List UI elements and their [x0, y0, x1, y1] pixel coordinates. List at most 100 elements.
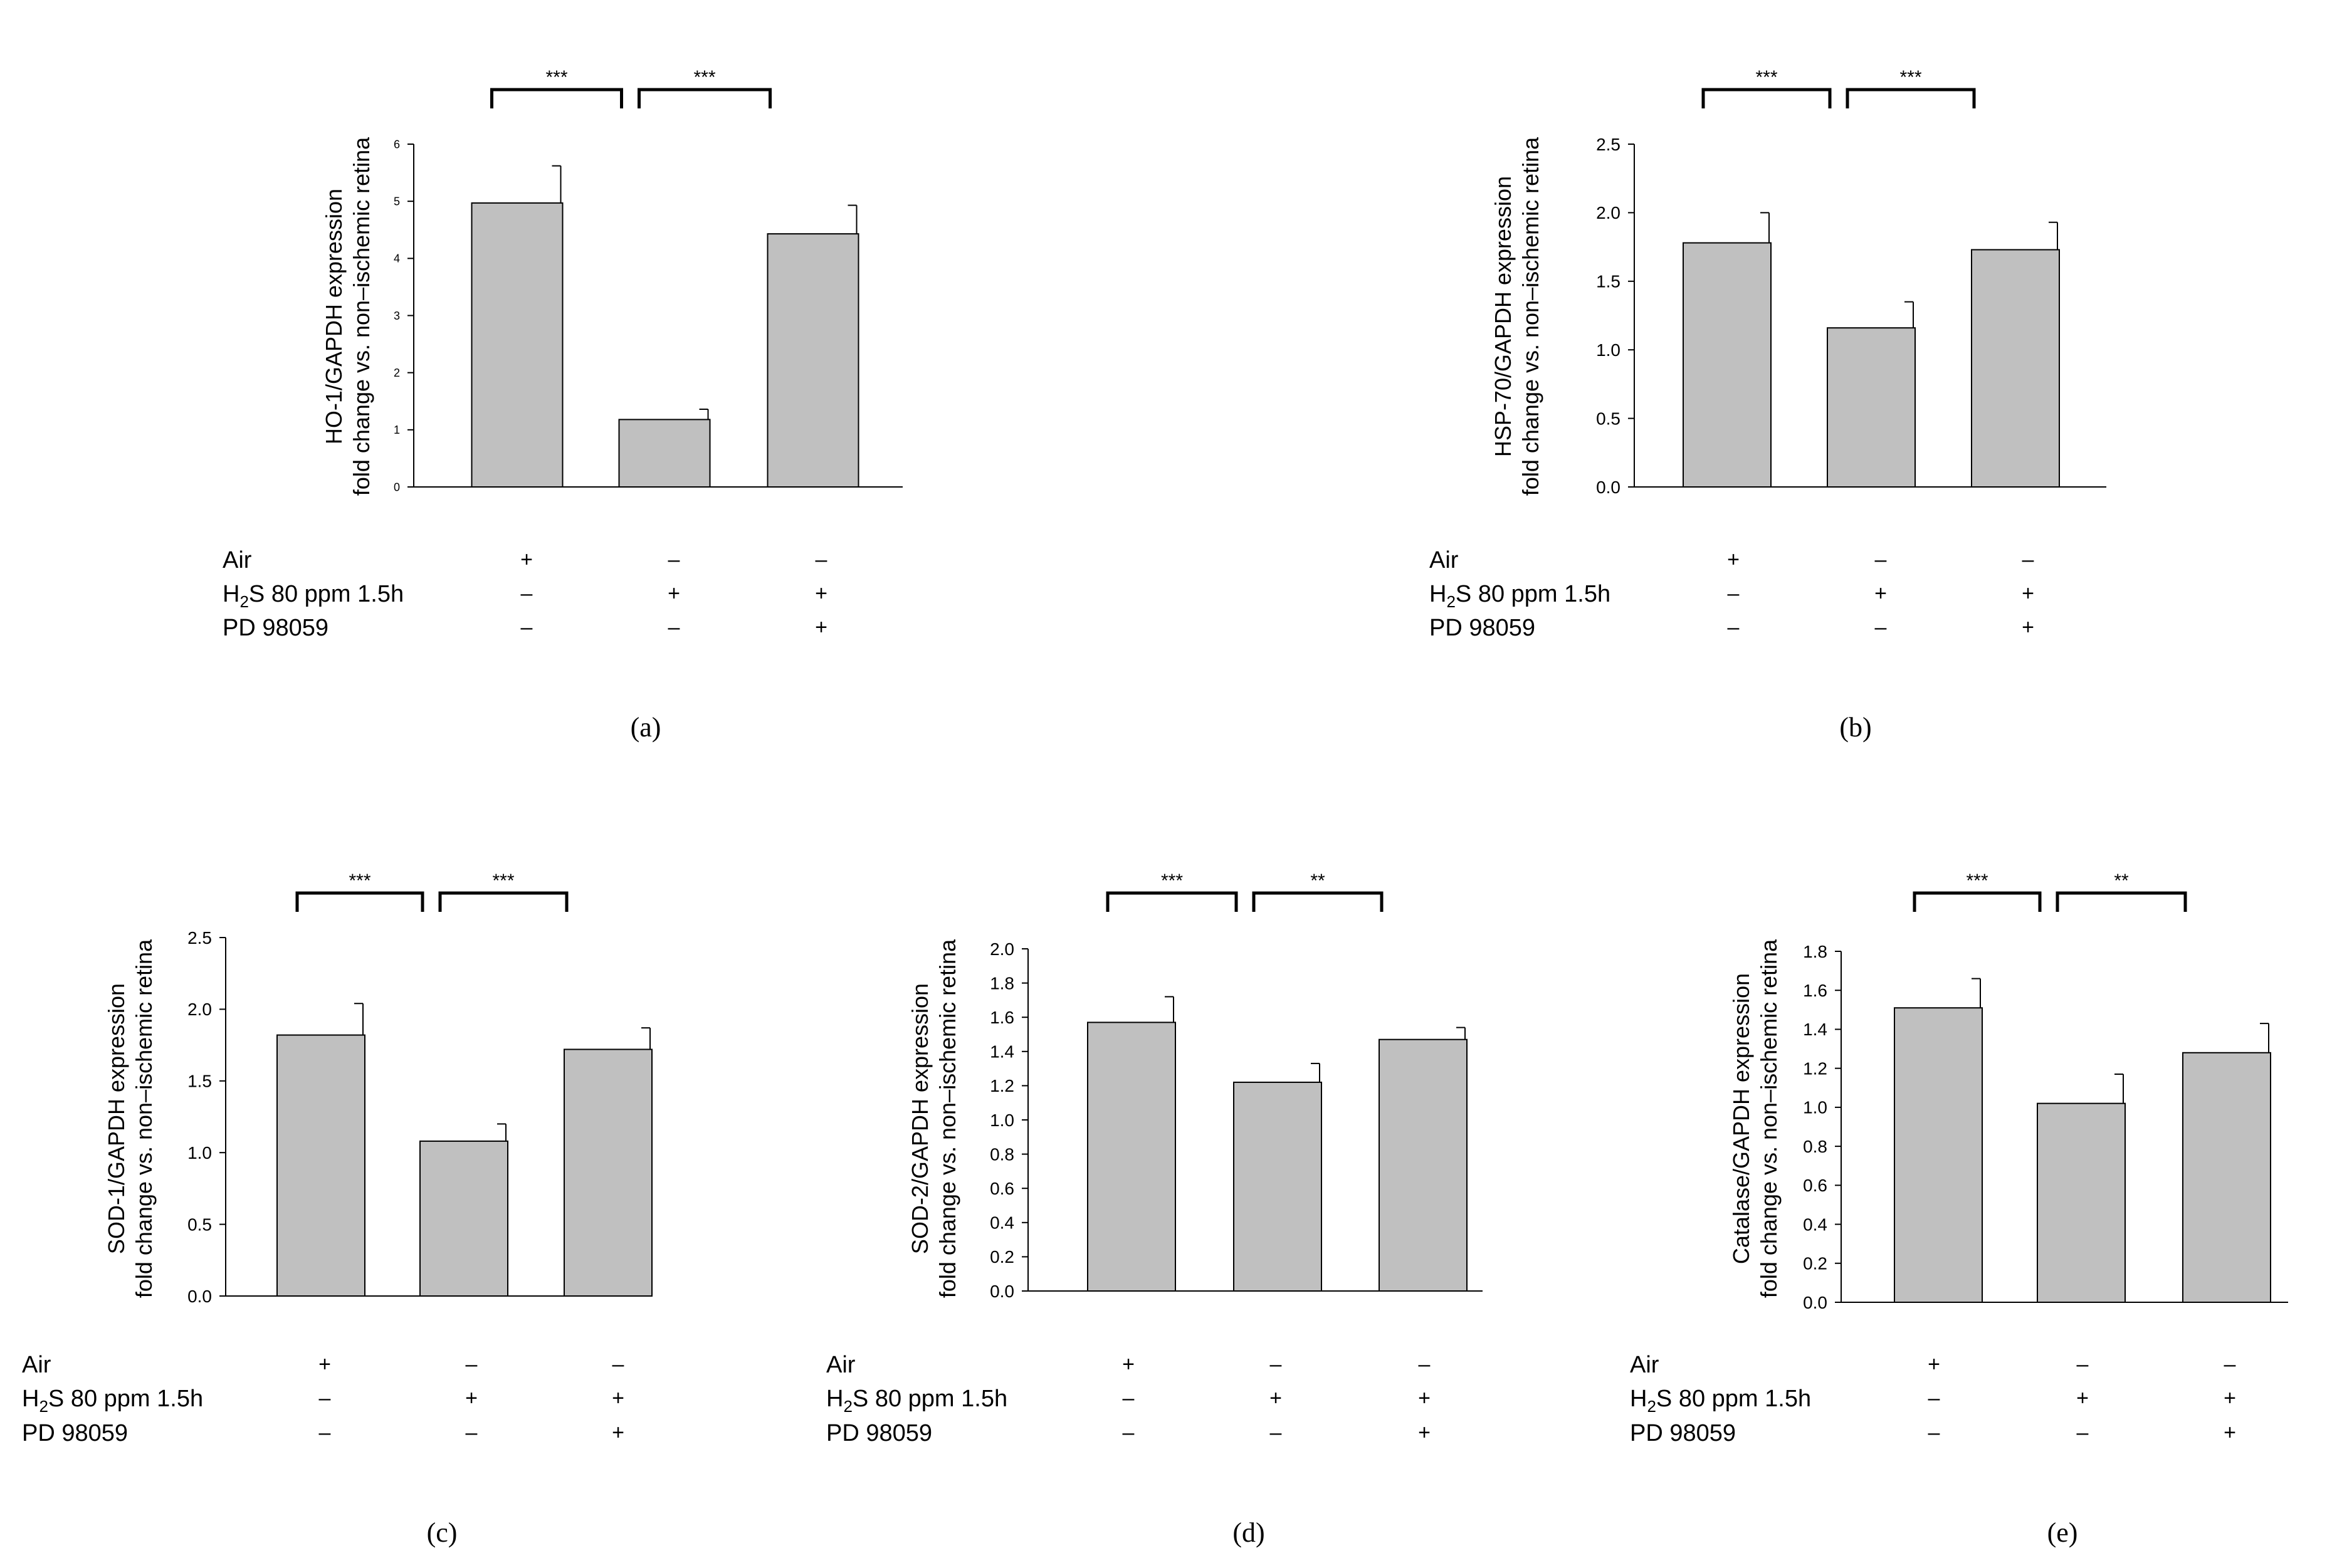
y-tick-label: 1 [394, 424, 400, 436]
condition-row-label: PD 98059 [1630, 1420, 1736, 1446]
condition-mark: + [2224, 1421, 2236, 1445]
condition-mark: – [319, 1386, 331, 1410]
bar [618, 419, 711, 488]
significance-bracket [295, 891, 424, 912]
significance-label: *** [1755, 67, 1777, 88]
y-tick-label: 0.5 [1596, 409, 1620, 428]
condition-mark: – [1875, 548, 1887, 572]
significance-label: *** [693, 67, 715, 88]
bar [276, 1034, 365, 1297]
condition-mark: – [1728, 582, 1740, 605]
condition-mark: + [2224, 1386, 2236, 1410]
condition-row-label-part: H [1429, 581, 1446, 607]
panel-caption: (d) [1232, 1517, 1264, 1548]
y-tick-label: 0.2 [990, 1247, 1014, 1267]
y-axis-label-line: fold change vs. non–ischemic retina [1518, 137, 1543, 496]
y-axis-label-line: HSP-70/GAPDH expression [1490, 176, 1516, 457]
chart-panel: 0.0 0.5 1.0 1.5 2.0 2.5 SOD-1/GAPDH expression… [22, 870, 653, 1548]
panel-caption: (b) [1839, 712, 1871, 743]
y-axis-label: SOD-1/GAPDH expressionfold change vs. no… [103, 939, 157, 1298]
condition-row-label-part: S 80 ppm 1.5h [853, 1386, 1007, 1412]
y-tick-label: 2.0 [1596, 203, 1620, 222]
y-tick-label: 2.0 [187, 1000, 212, 1019]
condition-mark: – [521, 582, 533, 605]
condition-row-label-part: H [826, 1386, 843, 1412]
y-tick-label: 5 [394, 195, 400, 207]
condition-mark: + [1122, 1352, 1135, 1376]
condition-row-label: Air [223, 547, 252, 573]
condition-mark: – [1875, 615, 1887, 639]
condition-row-label-part: 2 [239, 592, 248, 611]
condition-mark: – [2077, 1352, 2089, 1376]
y-axis-label: HSP-70/GAPDH expressionfold change vs. n… [1490, 137, 1543, 496]
condition-mark: – [1728, 615, 1740, 639]
y-tick-label: 1.2 [1803, 1058, 1827, 1078]
significance-label: *** [1899, 67, 1921, 88]
y-axis-label-line: fold change vs. non–ischemic retina [1756, 939, 1782, 1298]
condition-mark: – [668, 548, 680, 572]
condition-mark: – [668, 615, 680, 639]
y-axis-label: HO-1/GAPDH expressionfold change vs. non… [321, 137, 374, 496]
y-tick-label: 2 [394, 367, 400, 379]
condition-mark: – [2224, 1352, 2236, 1376]
bar [1233, 1081, 1322, 1292]
bar [1894, 1007, 1983, 1303]
y-tick-label: 0.0 [187, 1287, 212, 1306]
y-tick-label: 1.8 [1803, 942, 1827, 961]
condition-row-label-part: 2 [39, 1397, 48, 1416]
y-tick-label: 0.6 [1803, 1176, 1827, 1195]
y-tick-label: 1.0 [187, 1143, 212, 1163]
condition-mark: + [1928, 1352, 1940, 1376]
y-tick-label: 1.6 [990, 1008, 1014, 1027]
significance-bracket [438, 891, 569, 912]
condition-row-label-part: 2 [843, 1397, 852, 1416]
y-tick-label: 1.5 [187, 1072, 212, 1091]
chart-panel: 0 1 2 3 4 5 6 HO-1/GAPDH expressionfold change … [223, 67, 903, 743]
significance-label: *** [1161, 870, 1183, 891]
condition-mark: + [520, 548, 533, 572]
bar [1379, 1038, 1468, 1292]
y-tick-label: 1.6 [1803, 981, 1827, 1000]
condition-mark: + [612, 1421, 624, 1445]
condition-mark: + [2022, 615, 2034, 639]
y-tick-label: 1.0 [1596, 340, 1620, 360]
condition-row-label-part: 2 [1647, 1397, 1656, 1416]
condition-mark: – [319, 1421, 331, 1445]
condition-mark: + [1418, 1386, 1431, 1410]
significance-bracket [1913, 891, 2042, 912]
significance-label: *** [492, 870, 514, 891]
significance-label: ** [1310, 870, 1325, 891]
y-tick-label: 1.8 [990, 973, 1014, 993]
bar [419, 1140, 508, 1297]
condition-row-label-part: 2 [1446, 592, 1455, 611]
y-tick-label: 2.0 [990, 939, 1014, 959]
condition-mark: + [1269, 1386, 1282, 1410]
significance-label: *** [1966, 870, 1988, 891]
condition-mark: – [1928, 1421, 1940, 1445]
condition-mark: – [2077, 1421, 2089, 1445]
bar [767, 233, 859, 488]
condition-row-label: H2S 80 ppm 1.5h [1630, 1386, 1811, 1416]
condition-row-label-part: S 80 ppm 1.5h [1656, 1386, 1811, 1412]
panel-caption: (a) [631, 712, 661, 743]
condition-row-label: Air [22, 1352, 51, 1378]
y-axis-label: SOD-2/GAPDH expressionfold change vs. no… [907, 939, 960, 1298]
y-axis-label-line: SOD-1/GAPDH expression [103, 983, 129, 1254]
condition-row-label: Air [1630, 1352, 1659, 1378]
significance-label: *** [545, 67, 567, 88]
condition-mark: – [2022, 548, 2034, 572]
condition-mark: – [1419, 1352, 1431, 1376]
panel-caption: (c) [427, 1517, 458, 1548]
significance-label: ** [2114, 870, 2129, 891]
condition-row-label: H2S 80 ppm 1.5h [826, 1386, 1007, 1416]
condition-mark: + [2022, 582, 2034, 605]
bar [2037, 1102, 2126, 1303]
significance-bracket [2056, 891, 2187, 912]
y-tick-label: 1.0 [990, 1111, 1014, 1130]
condition-mark: + [815, 582, 827, 605]
significance-bracket [1252, 891, 1384, 912]
y-tick-label: 1.0 [1803, 1098, 1827, 1117]
condition-mark: – [1123, 1421, 1135, 1445]
y-tick-label: 1.5 [1596, 272, 1620, 291]
